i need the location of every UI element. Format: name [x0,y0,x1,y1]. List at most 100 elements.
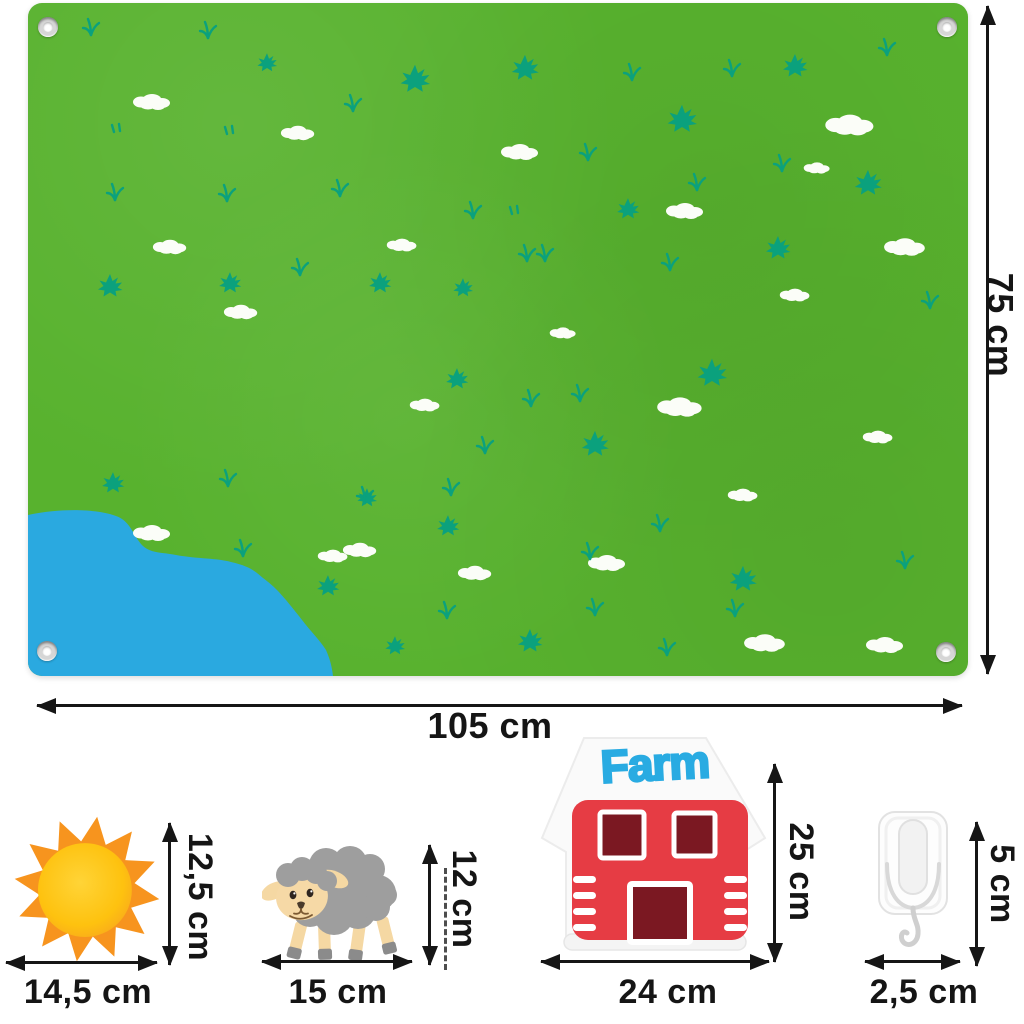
sprig-icon [725,598,745,618]
pond [28,510,333,676]
cloud-icon [342,542,377,558]
grommet-icon [936,642,956,662]
mat-artwork [28,17,940,676]
bush-icon [697,358,727,386]
dash-icon [223,124,235,136]
sheep-height-dash-line [444,868,447,970]
farmhouse-window [597,809,647,861]
sheep-height-label: 12 cm [445,849,483,949]
grommet-icon [37,641,57,661]
sprig-icon [622,62,642,82]
sun-core [37,843,132,937]
sprig-icon [290,257,310,277]
dash-icon [110,122,122,134]
sheep-icon [262,846,398,962]
farmhouse-height-arrow [773,764,776,962]
bush-icon [511,54,539,80]
felt-mat [28,3,968,676]
mat-height-label: 75 cm [980,272,1021,378]
cloud-icon [727,488,758,502]
sun-width-label: 14,5 cm [23,973,153,1011]
cloud-icon [317,549,348,563]
farm-sign-text: Farm [599,736,710,793]
sprig-icon [437,600,457,620]
cloud-icon [666,203,703,219]
cloud-icon [280,125,315,141]
farmhouse-stripes [573,876,747,931]
sheep-legs [286,916,398,962]
sprig-icon [877,37,897,57]
hook-curl [899,905,921,947]
sprig-icon [570,383,590,403]
mat-width-label: 105 cm [427,705,553,746]
bush-icon [437,515,460,536]
cloud-icon [549,327,576,339]
grommet-icon [937,17,957,37]
sprig-icon [517,243,537,263]
bush-icon [518,629,543,652]
sheep-height-arrow [428,845,431,965]
cloud-icon [133,94,170,110]
dash-icon [508,204,520,216]
sprig-icon [233,538,253,558]
sprig-icon [81,17,101,37]
bush-icon [783,54,808,77]
sun-width-arrow [6,961,157,964]
hook-width-label: 2,5 cm [869,973,979,1011]
sprig-icon [772,153,792,173]
sprig-icon [580,541,600,561]
farmhouse-width-arrow [541,960,769,963]
cloud-icon [862,430,893,444]
sprig-icon [660,252,680,272]
sprig-icon [895,550,915,570]
bush-icon [317,575,340,596]
bush-icon [581,430,609,456]
grommet-icon [38,17,58,37]
sprig-icon [687,172,707,192]
cloud-icon [501,144,538,160]
cloud-icon [744,634,785,652]
farmhouse-icon: Farm [540,736,767,951]
bush-icon [667,104,697,132]
sprig-icon [722,58,742,78]
sprig-icon [218,468,238,488]
bush-icon [446,368,469,389]
bush-icon [369,272,392,293]
cloud-icon [588,555,625,571]
bush-icon [400,64,430,92]
sheep-width-arrow [262,960,412,963]
farmhouse-width-label: 24 cm [618,973,718,1011]
sprig-icon [535,243,555,263]
sun-height-label: 12,5 cm [181,832,219,962]
cloud-icon [152,239,187,255]
cloud-icon [409,398,440,412]
cloud-icon [457,565,492,581]
sprig-icon [463,200,483,220]
sprig-icon [650,513,670,533]
sprig-icon [657,637,677,657]
cloud-icon [657,397,702,417]
sprig-icon [475,435,495,455]
cloud-icon [884,238,925,256]
sun-height-arrow [168,823,171,965]
sprig-icon [578,142,598,162]
bush-icon [453,278,473,297]
hook-height-label: 5 cm [983,844,1021,924]
sprig-icon [198,20,218,40]
cloud-icon [803,162,830,174]
bush-icon [766,236,791,259]
mat-height-arrow [986,6,989,674]
farmhouse-height-label: 25 cm [782,822,820,922]
sprig-icon [521,388,541,408]
hook-slot [898,819,928,895]
sheep-width-label: 15 cm [288,973,388,1011]
bush-icon [102,472,125,493]
sprig-icon [343,93,363,113]
hook-height-arrow [975,822,978,966]
sprig-icon [330,178,350,198]
cloud-icon [779,288,810,302]
farmhouse-window [671,810,718,859]
mat-width-arrow [37,704,962,707]
farmhouse-door [627,881,693,945]
